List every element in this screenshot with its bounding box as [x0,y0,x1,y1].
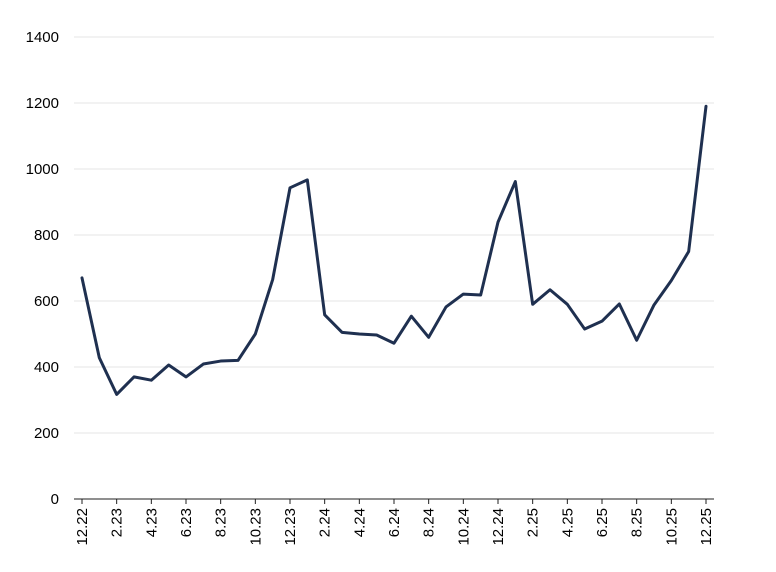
y-tick-label: 200 [34,425,59,442]
x-tick-label: 2.24 [317,508,334,537]
grid-lines [74,36,714,434]
x-tick-label: 12.23 [282,508,299,546]
y-tick-label: 600 [34,293,59,310]
x-tick-label: 4.25 [559,508,576,537]
y-axis-ticks: 0 200 400 600 800 1000 1200 1400 [26,29,59,508]
x-axis-ticks: 12.22 2.23 4.23 6.23 8.23 10.23 12.23 2.24 4.24 6… [74,499,715,546]
y-tick-label: 1400 [26,29,59,46]
x-tick-label: 2.25 [525,508,542,537]
x-tick-label: 10.23 [247,508,264,546]
x-tick-label: 10.24 [455,508,472,546]
x-tick-label: 10.25 [663,508,680,546]
x-tick-label: 6.24 [386,508,403,537]
x-tick-label: 12.22 [74,508,91,546]
x-tick-label: 2.23 [109,508,126,537]
x-tick-label: 6.25 [594,508,611,537]
x-tick-label: 6.23 [178,508,195,537]
x-tick-label: 8.25 [629,508,646,537]
y-tick-label: 400 [34,359,59,376]
y-tick-label: 1200 [26,95,59,112]
x-tick-label: 8.24 [421,508,438,537]
y-tick-label: 800 [34,227,59,244]
x-tick-label: 12.25 [698,508,715,546]
y-tick-label: 0 [51,491,59,508]
series-line-0 [80,104,708,396]
y-tick-label: 1000 [26,161,59,178]
x-tick-label: 4.23 [143,508,160,537]
x-tick-label: 4.24 [351,508,368,537]
x-tick-label: 12.24 [490,508,507,546]
series-lines [80,104,708,396]
x-tick-label: 8.23 [213,508,230,537]
